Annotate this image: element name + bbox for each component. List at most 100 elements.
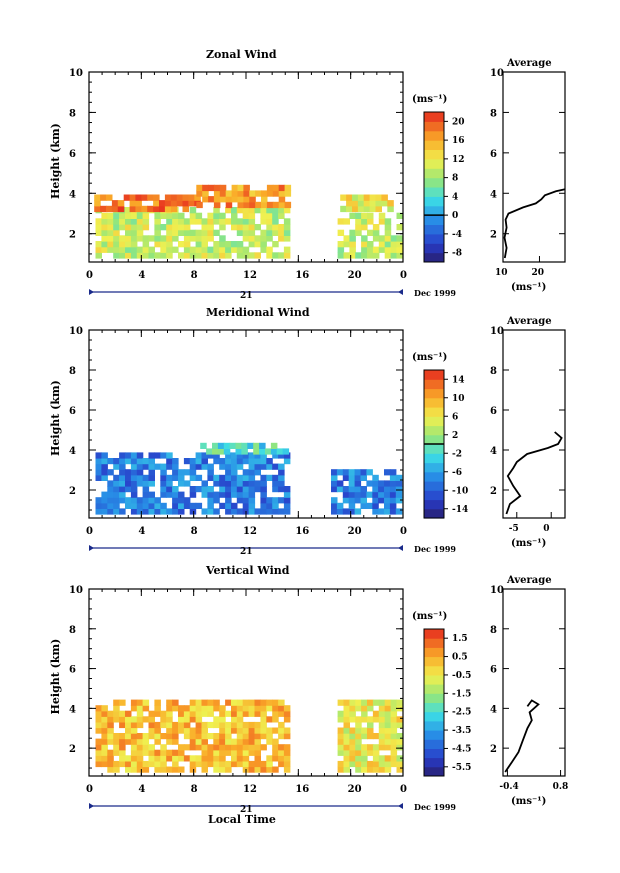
heatmap-cell [154, 224, 161, 231]
heatmap-cell [348, 502, 356, 509]
heatmap-cell [266, 497, 273, 504]
heatmap-cell [387, 200, 394, 207]
heatmap-cell [343, 716, 350, 723]
heatmap-cell [225, 458, 232, 465]
heatmap-cell [119, 246, 126, 253]
y-axis-label: Height (km) [49, 639, 62, 715]
heatmap-cell [148, 760, 155, 768]
heatmap-cell [248, 502, 256, 509]
heatmap-cell [213, 184, 221, 192]
heatmap-cell [343, 699, 350, 706]
colorbar-tick-label: 0.5 [452, 653, 468, 663]
heatmap-cell [260, 491, 267, 498]
heatmap-cell [372, 497, 379, 504]
heatmap-cell [389, 508, 397, 515]
heatmap-cell [182, 205, 189, 213]
heatmap-cell [349, 212, 356, 219]
heatmap-cell [389, 486, 397, 493]
heatmap-cell [248, 705, 256, 712]
heatmap-cell [106, 194, 113, 201]
heatmap-cell [384, 241, 392, 248]
heatmap-cell [395, 486, 403, 493]
heatmap-cell [242, 755, 250, 762]
heatmap-cell [219, 184, 227, 192]
heatmap-cell [237, 184, 244, 192]
colorbar-segment [424, 158, 444, 169]
heatmap-cell [183, 480, 191, 487]
heatmap-cell [125, 710, 132, 717]
heatmap-cell [130, 749, 138, 756]
heatmap-cell [260, 727, 267, 734]
heatmap-cell [396, 235, 403, 242]
heatmap-cell [248, 738, 256, 745]
heatmap-cell [354, 474, 362, 481]
heatmap-cell [219, 721, 226, 729]
heatmap-cell [160, 246, 167, 253]
average-y-tick-label: 6 [490, 665, 497, 676]
heatmap-cell [372, 760, 380, 768]
heatmap-cell [384, 738, 392, 745]
x-tick-label: 4 [138, 270, 145, 281]
heatmap-cell [178, 212, 185, 219]
heatmap-cell [178, 710, 185, 717]
heatmap-cell [384, 486, 391, 493]
heatmap-cell [183, 241, 191, 248]
heatmap-cell [395, 508, 403, 515]
heatmap-cell [384, 710, 392, 717]
heatmap-cell [172, 458, 179, 465]
colorbar-segment [424, 215, 444, 225]
heatmap-cell [278, 201, 286, 209]
heatmap-cell [378, 218, 386, 225]
heatmap-cell [361, 749, 368, 756]
heatmap-cell [213, 207, 220, 214]
heatmap-cell [337, 218, 345, 225]
heatmap-cell [166, 699, 173, 706]
heatmap-cell [117, 205, 125, 213]
heatmap-cell [266, 760, 273, 768]
heatmap-cell [260, 229, 267, 236]
heatmap-cell [130, 760, 138, 768]
heatmap-cell [166, 246, 173, 253]
heatmap-cell [172, 721, 179, 729]
heatmap-cell [213, 497, 220, 504]
x-tick-label: 0 [400, 526, 407, 537]
heatmap-cell [254, 705, 261, 712]
heatmap-cell [360, 474, 367, 481]
heatmap-cell [361, 241, 368, 248]
heatmap-cell [148, 480, 155, 487]
heatmap-cell [283, 458, 291, 465]
heatmap-cell [278, 480, 285, 487]
heatmap-cell [378, 716, 386, 723]
heatmap-cell [242, 246, 250, 253]
heatmap-cell [148, 710, 155, 717]
heatmap-cell [119, 710, 126, 717]
heatmap-cell [355, 760, 362, 768]
heatmap-cell [225, 744, 232, 751]
colorbar-tick-label: -8 [452, 249, 462, 259]
heatmap-cell [343, 738, 350, 745]
heatmap-cell [283, 744, 291, 751]
heatmap-cell [278, 733, 285, 740]
heatmap-cell [266, 474, 273, 481]
heatmap-cell [236, 749, 244, 756]
heatmap-cell [266, 502, 273, 509]
heatmap-cell [337, 246, 345, 253]
heatmap-cell [201, 246, 208, 253]
heatmap-cells [95, 442, 403, 515]
heatmap-cell [276, 448, 284, 455]
heatmap-cell [242, 733, 250, 740]
heatmap-cell [201, 229, 208, 236]
heatmap-cell [278, 760, 285, 768]
heatmap-cell [125, 480, 132, 487]
heatmap-cell [160, 486, 167, 493]
heatmap-cell [148, 733, 155, 740]
colorbar-segment [424, 638, 444, 648]
heatmap-cell [272, 749, 279, 756]
heatmap-cell [213, 721, 220, 729]
heatmap-cell [331, 480, 338, 487]
heatmap-cell [390, 738, 398, 745]
heatmap-cell [95, 760, 102, 768]
heatmap-cell [213, 241, 220, 248]
heatmap-cell [213, 212, 220, 219]
